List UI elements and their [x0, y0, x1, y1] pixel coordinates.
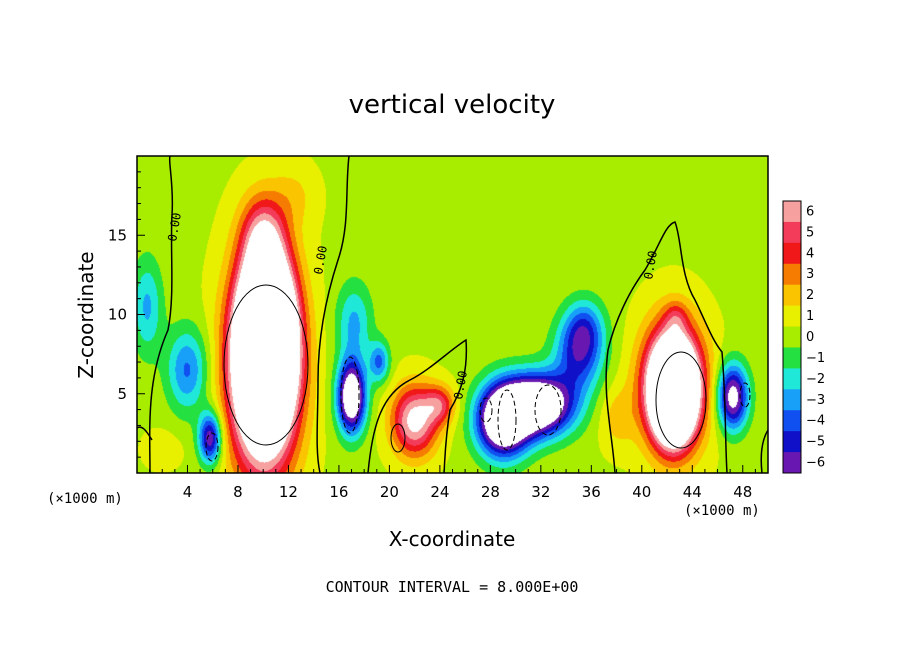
- contour-labels: 0.00 0.00 0.00 0.00: [165, 212, 660, 401]
- negative-contour-line: [205, 432, 219, 462]
- colorbar-swatch: [783, 326, 801, 348]
- positive-contour-line: [223, 284, 309, 446]
- positive-contour-line: [390, 423, 406, 453]
- contour-label: 0.00: [451, 370, 470, 401]
- colorbar-swatch: [783, 368, 801, 390]
- colorbar-swatch: [783, 284, 801, 307]
- contour-label: 0.00: [641, 250, 660, 281]
- x-tick-label: 32: [531, 483, 550, 501]
- colorbar-label: 4: [806, 246, 814, 261]
- y-axis-label: Z-coordinate: [74, 251, 98, 378]
- contour-lines: [137, 156, 768, 473]
- x-unit-right: (×1000 m): [684, 503, 760, 519]
- x-tick-label: 28: [481, 483, 500, 501]
- x-tick-label: 48: [733, 483, 752, 501]
- zero-contour-line: [367, 338, 468, 473]
- negative-contour-line: [534, 384, 562, 436]
- zero-contour-line: [316, 156, 350, 473]
- zero-contour-line: [605, 221, 728, 473]
- colorbar-frame: [782, 200, 802, 474]
- colorbar-swatch: [783, 221, 801, 244]
- colorbar-label: 3: [806, 267, 814, 282]
- x-tick-label: 44: [683, 483, 702, 501]
- colorbar-label: −3: [806, 393, 825, 408]
- y-axis: 5 10 15: [108, 171, 145, 458]
- x-axis: 4 8 12 16 20 24 28 32 36 40 44 48: [149, 465, 756, 501]
- chart-title: vertical velocity: [349, 90, 556, 120]
- colorbar-label: −6: [806, 456, 825, 471]
- negative-contour-line: [739, 382, 751, 408]
- x-unit-left: (×1000 m): [47, 491, 123, 507]
- colorbar-swatch: [783, 263, 801, 286]
- velocity-field: [137, 156, 768, 473]
- colorbar-label: −4: [806, 414, 825, 429]
- positive-contour-line: [655, 351, 707, 449]
- colorbar-label: −5: [806, 435, 825, 450]
- colorbar-swatch: [783, 201, 801, 223]
- negative-contour-line: [479, 397, 493, 423]
- x-tick-label: 16: [329, 483, 348, 501]
- negative-contour-line: [340, 356, 360, 434]
- colorbar-label: −2: [806, 372, 825, 387]
- negative-contour-line: [497, 389, 517, 451]
- colorbar-swatch: [783, 431, 801, 453]
- x-tick-label: 12: [279, 483, 298, 501]
- colorbar-swatch: [783, 305, 801, 328]
- colorbar-label: 5: [806, 225, 814, 240]
- plot-area: 0.00 0.00 0.00 0.00: [136, 155, 769, 474]
- x-tick-label: 4: [183, 483, 193, 501]
- zero-contour-line: [760, 429, 768, 473]
- zero-contour-line: [148, 156, 174, 473]
- contour-label: 0.00: [165, 212, 184, 243]
- y-tick-label: 15: [108, 226, 127, 244]
- colorbar-label: −1: [806, 351, 825, 366]
- x-tick-label: 8: [233, 483, 243, 501]
- colorbar-label: 1: [806, 309, 814, 324]
- colorbar: 6 5 4 3 2 1 0 −1 −2 −3 −4 −5 −6: [782, 200, 825, 474]
- colorbar-label: 2: [806, 288, 814, 303]
- y-tick-label: 10: [108, 306, 127, 324]
- colorbar-swatch: [783, 347, 801, 369]
- colorbar-swatch: [783, 410, 801, 432]
- y-tick-label: 5: [117, 385, 127, 403]
- zero-contour-line: [137, 426, 153, 441]
- colorbar-swatch: [783, 389, 801, 411]
- x-tick-label: 40: [632, 483, 651, 501]
- colorbar-swatch: [783, 452, 801, 474]
- colorbar-swatch: [783, 242, 801, 265]
- contour-label: 0.00: [311, 245, 330, 276]
- x-tick-label: 20: [380, 483, 399, 501]
- x-tick-label: 36: [582, 483, 601, 501]
- x-tick-label: 24: [430, 483, 449, 501]
- colorbar-label: 6: [806, 204, 814, 219]
- contour-interval: CONTOUR INTERVAL = 8.000E+00: [326, 578, 579, 596]
- colorbar-label: 0: [806, 330, 814, 345]
- x-axis-label: X-coordinate: [389, 527, 516, 551]
